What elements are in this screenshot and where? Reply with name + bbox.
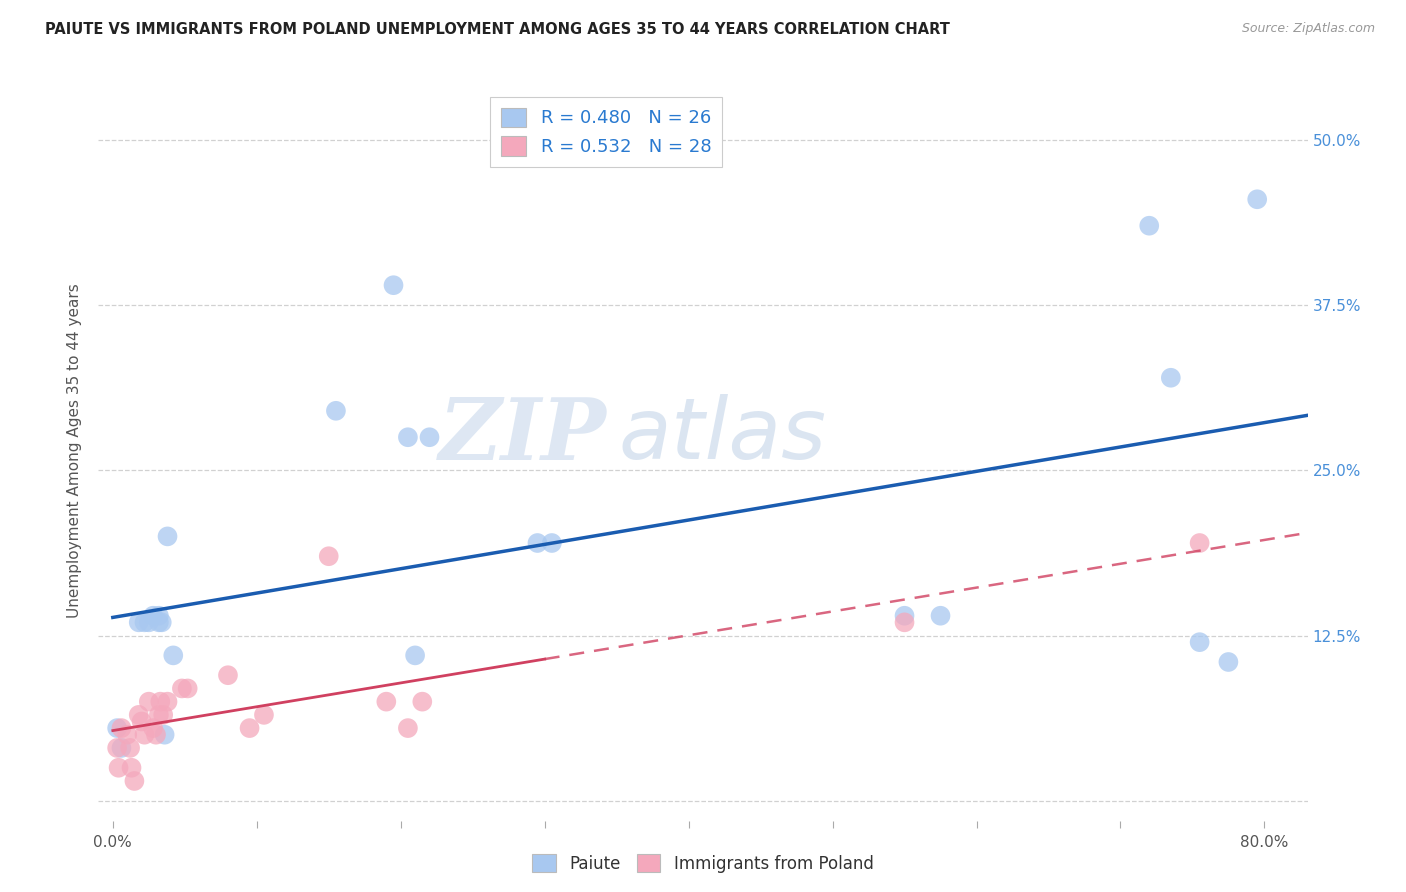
Point: [153, 728, 176, 742]
Point: [1137, 219, 1160, 233]
Point: [156, 695, 179, 709]
Point: [253, 707, 276, 722]
Point: [156, 529, 179, 543]
Point: [110, 740, 132, 755]
Point: [107, 761, 129, 775]
Point: [134, 615, 156, 630]
Point: [150, 615, 173, 630]
Point: [134, 728, 156, 742]
Point: [145, 728, 167, 742]
Point: [418, 430, 440, 444]
Text: atlas: atlas: [619, 394, 827, 477]
Point: [128, 615, 150, 630]
Point: [929, 608, 952, 623]
Point: [375, 695, 398, 709]
Point: [396, 721, 419, 735]
Point: [124, 774, 146, 789]
Point: [142, 721, 165, 735]
Point: [105, 740, 128, 755]
Point: [131, 714, 153, 729]
Legend: R = 0.480   N = 26, R = 0.532   N = 28: R = 0.480 N = 26, R = 0.532 N = 28: [491, 96, 723, 167]
Point: [148, 707, 170, 722]
Point: [1188, 536, 1211, 550]
Point: [110, 721, 132, 735]
Point: [162, 648, 184, 663]
Point: [149, 695, 172, 709]
Point: [540, 536, 562, 550]
Point: [318, 549, 340, 564]
Point: [239, 721, 262, 735]
Point: [1188, 635, 1211, 649]
Point: [526, 536, 548, 550]
Point: [148, 615, 170, 630]
Point: [115, 728, 138, 742]
Point: [893, 615, 915, 630]
Legend: Paiute, Immigrants from Poland: Paiute, Immigrants from Poland: [526, 847, 880, 880]
Point: [138, 615, 160, 630]
Point: [382, 278, 405, 293]
Point: [1218, 655, 1240, 669]
Point: [142, 608, 165, 623]
Point: [120, 740, 142, 755]
Text: Source: ZipAtlas.com: Source: ZipAtlas.com: [1241, 22, 1375, 36]
Point: [170, 681, 193, 696]
Text: ZIP: ZIP: [439, 394, 606, 477]
Point: [411, 695, 433, 709]
Point: [396, 430, 419, 444]
Point: [893, 608, 915, 623]
Point: [1160, 370, 1182, 384]
Point: [152, 707, 174, 722]
Point: [148, 608, 170, 623]
Point: [128, 707, 150, 722]
Y-axis label: Unemployment Among Ages 35 to 44 years: Unemployment Among Ages 35 to 44 years: [67, 283, 83, 618]
Point: [138, 695, 160, 709]
Point: [121, 761, 143, 775]
Point: [105, 721, 128, 735]
Point: [176, 681, 198, 696]
Point: [1246, 192, 1268, 206]
Point: [217, 668, 239, 682]
Text: PAIUTE VS IMMIGRANTS FROM POLAND UNEMPLOYMENT AMONG AGES 35 TO 44 YEARS CORRELAT: PAIUTE VS IMMIGRANTS FROM POLAND UNEMPLO…: [45, 22, 950, 37]
Point: [404, 648, 426, 663]
Point: [325, 404, 347, 418]
